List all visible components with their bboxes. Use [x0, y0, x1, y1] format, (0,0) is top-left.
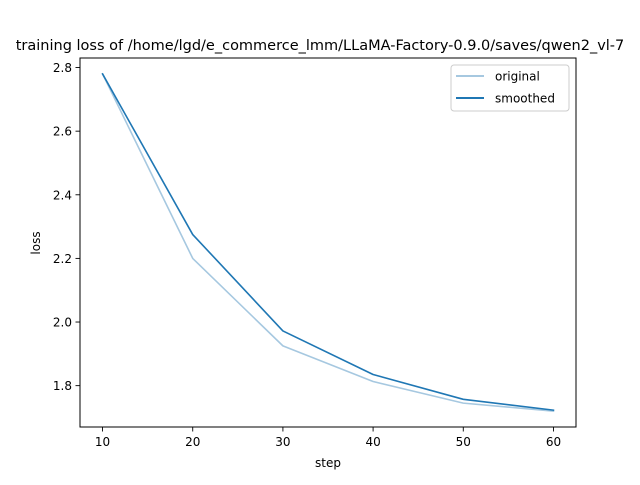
- x-tick-label: 20: [185, 435, 200, 449]
- series-line-original: [101, 72, 555, 412]
- x-axis-label: step: [315, 456, 341, 470]
- x-tick-label: 50: [456, 435, 471, 449]
- plot-area-frame: [79, 57, 577, 428]
- chart-title: training loss of /home/lgd/e_commerce_lm…: [16, 38, 625, 54]
- x-tick-label: 30: [275, 435, 290, 449]
- y-axis-label: loss: [29, 231, 43, 254]
- legend: original smoothed: [450, 64, 570, 112]
- series-layer: [101, 72, 555, 412]
- y-tick-label: 2.2: [53, 252, 72, 266]
- y-tick-label: 2.8: [53, 61, 72, 75]
- x-tick-label: 40: [365, 435, 380, 449]
- y-axis-ticks: 1.8 2.0 2.2 2.4 2.6 2.8: [53, 61, 80, 393]
- y-tick-label: 2.6: [53, 125, 72, 139]
- y-tick-label: 2.0: [53, 316, 72, 330]
- x-tick-label: 60: [546, 435, 561, 449]
- legend-label-smoothed: smoothed: [495, 92, 555, 106]
- series-line-smoothed: [101, 72, 555, 412]
- legend-label-original: original: [495, 70, 540, 84]
- x-axis-ticks: 10 20 30 40 50 60: [95, 427, 561, 449]
- y-tick-label: 1.8: [53, 379, 72, 393]
- x-tick-label: 10: [95, 435, 110, 449]
- y-tick-label: 2.4: [53, 188, 72, 202]
